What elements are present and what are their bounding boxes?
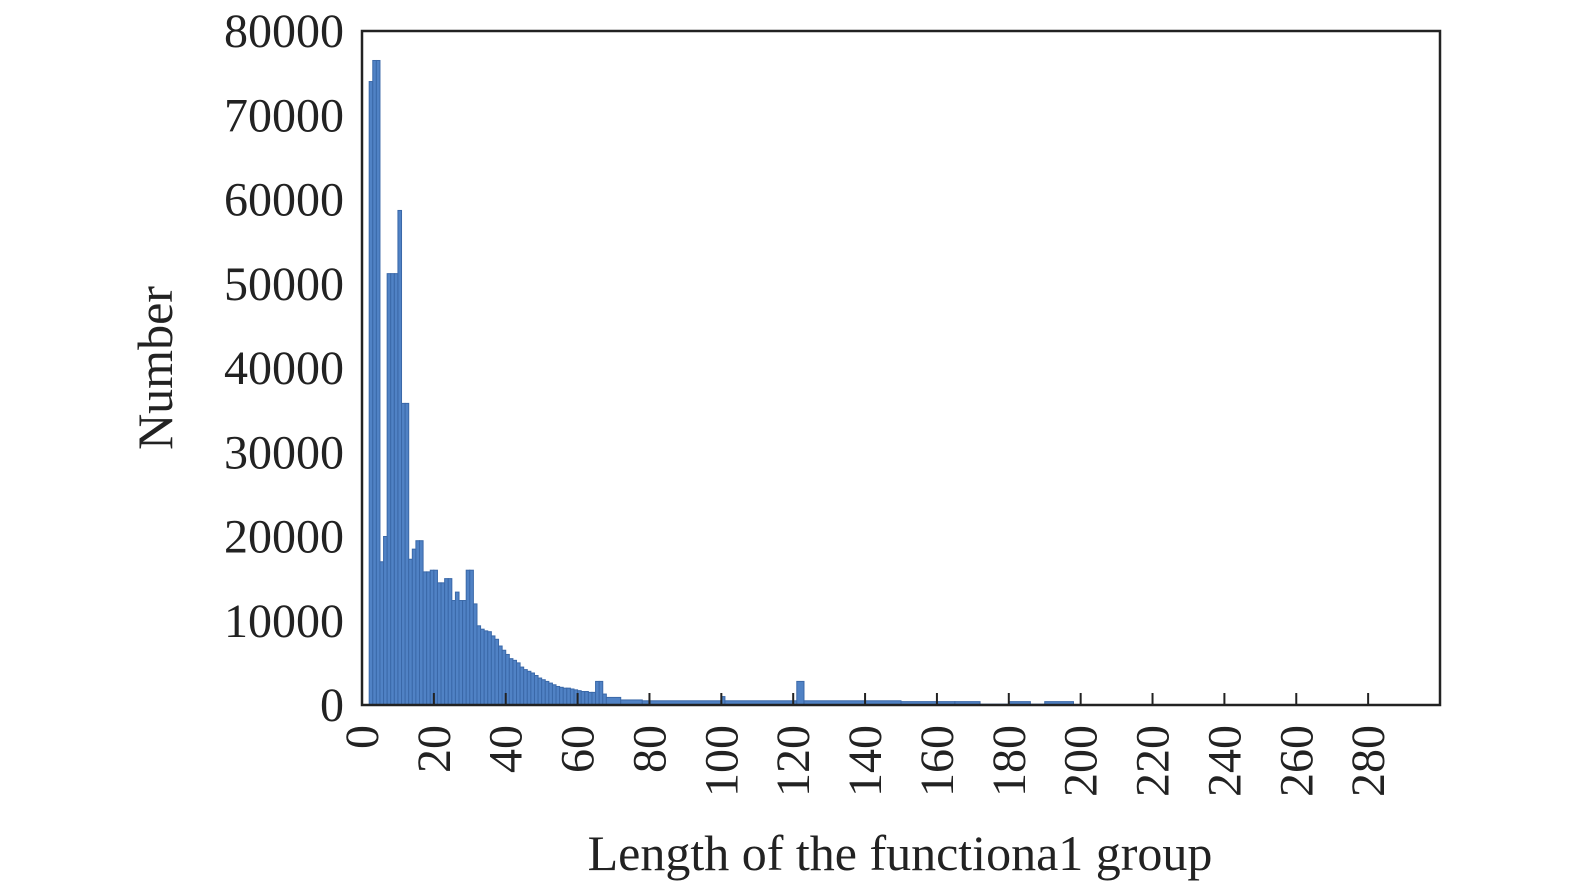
y-tick-label: 30000 bbox=[224, 426, 344, 479]
y-axis-label: Number bbox=[127, 286, 183, 450]
x-tick-label: 240 bbox=[1198, 725, 1251, 797]
bar bbox=[480, 628, 485, 706]
bar bbox=[465, 569, 471, 706]
x-tick-label: 200 bbox=[1055, 725, 1108, 797]
bar bbox=[530, 672, 535, 706]
bar bbox=[436, 582, 442, 706]
bar bbox=[454, 591, 460, 706]
x-tick-label: 0 bbox=[336, 725, 389, 749]
bar bbox=[796, 680, 805, 706]
x-tick-label: 140 bbox=[839, 725, 892, 797]
bar bbox=[447, 578, 453, 706]
x-tick-label: 160 bbox=[911, 725, 964, 797]
bar bbox=[415, 540, 420, 706]
bar bbox=[537, 677, 543, 706]
bar bbox=[566, 687, 571, 706]
y-tick-label: 80000 bbox=[224, 5, 344, 58]
bar bbox=[433, 569, 438, 706]
bar bbox=[512, 659, 518, 706]
y-tick-label: 60000 bbox=[224, 174, 344, 227]
bar bbox=[426, 571, 431, 706]
bar bbox=[429, 569, 435, 706]
bar bbox=[472, 603, 478, 706]
bar bbox=[587, 691, 593, 706]
bar bbox=[584, 691, 589, 706]
x-tick-label: 180 bbox=[983, 725, 1036, 797]
bar bbox=[602, 693, 607, 706]
bar bbox=[519, 666, 525, 706]
y-tick-label: 70000 bbox=[224, 89, 344, 142]
bar bbox=[383, 536, 388, 706]
bar bbox=[541, 679, 546, 706]
y-tick-label: 0 bbox=[320, 679, 344, 732]
x-tick-label: 20 bbox=[408, 725, 461, 773]
bar bbox=[487, 631, 492, 706]
bar bbox=[498, 645, 503, 706]
bar bbox=[404, 402, 410, 706]
y-tick-label: 40000 bbox=[224, 342, 344, 395]
bar bbox=[418, 540, 424, 706]
bar bbox=[533, 675, 539, 706]
bar bbox=[548, 682, 553, 706]
bar bbox=[440, 582, 446, 706]
bar bbox=[422, 571, 428, 706]
x-tick-label: 80 bbox=[623, 725, 676, 773]
bar bbox=[411, 548, 417, 706]
x-tick-label: 220 bbox=[1127, 725, 1180, 797]
bar bbox=[401, 402, 406, 706]
bar bbox=[562, 687, 568, 706]
x-tick-label: 120 bbox=[767, 725, 820, 797]
bar bbox=[544, 680, 550, 706]
bar bbox=[386, 273, 392, 706]
bar bbox=[469, 569, 474, 706]
bar bbox=[408, 558, 413, 706]
y-tick-label: 50000 bbox=[224, 258, 344, 311]
bar bbox=[458, 600, 464, 706]
bar bbox=[393, 273, 399, 706]
bar bbox=[397, 209, 403, 706]
bar bbox=[569, 688, 575, 706]
y-tick-label: 20000 bbox=[224, 511, 344, 564]
bar bbox=[555, 685, 561, 706]
bar bbox=[523, 669, 528, 706]
x-tick-label: 100 bbox=[695, 725, 748, 797]
bar bbox=[551, 684, 557, 706]
bar bbox=[595, 680, 600, 706]
bar bbox=[379, 561, 385, 706]
y-tick-label: 10000 bbox=[224, 595, 344, 648]
x-tick-label: 280 bbox=[1342, 725, 1395, 797]
bar bbox=[390, 273, 395, 706]
x-tick-label: 40 bbox=[480, 725, 533, 773]
bar bbox=[494, 638, 500, 706]
x-axis-label: Length of the functiona1 group bbox=[588, 825, 1213, 881]
bar bbox=[526, 670, 532, 706]
bar bbox=[451, 600, 456, 706]
bar bbox=[591, 691, 597, 706]
bar bbox=[372, 59, 377, 706]
bar bbox=[559, 686, 564, 706]
bar bbox=[462, 600, 467, 706]
bar bbox=[580, 691, 586, 706]
bar bbox=[490, 635, 496, 706]
bar bbox=[444, 578, 449, 706]
bar bbox=[368, 81, 374, 706]
bar bbox=[516, 662, 521, 706]
x-tick-label: 60 bbox=[552, 725, 605, 773]
bar bbox=[598, 680, 604, 706]
bar bbox=[508, 658, 514, 706]
x-tick-label: 260 bbox=[1270, 725, 1323, 797]
bar bbox=[476, 625, 482, 706]
bar bbox=[375, 59, 381, 706]
plot-frame bbox=[360, 29, 1442, 707]
bar bbox=[483, 630, 489, 706]
